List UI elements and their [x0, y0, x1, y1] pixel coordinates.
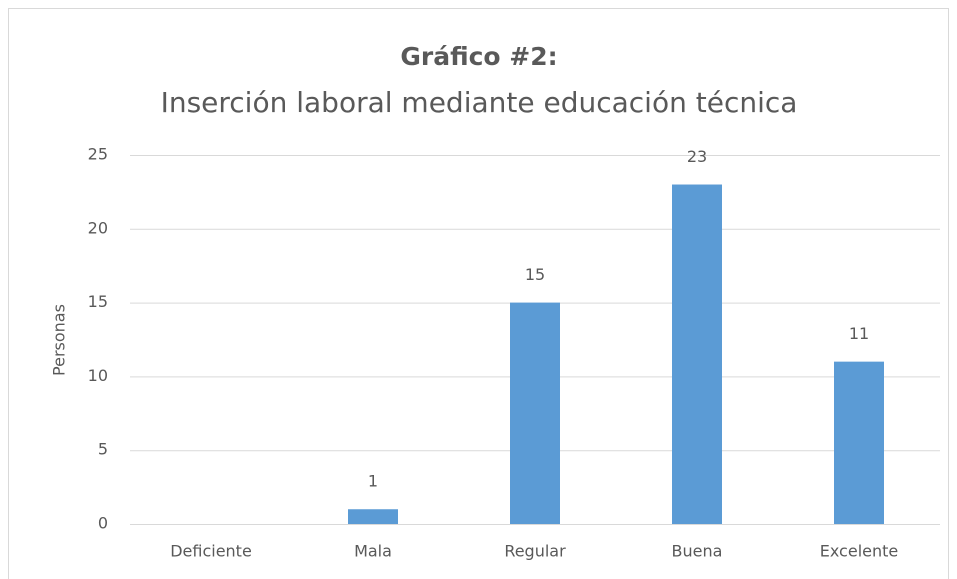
- bar: [672, 184, 722, 524]
- chart-border: [8, 8, 949, 579]
- x-tick-label: Regular: [504, 542, 566, 561]
- bar: [834, 361, 884, 524]
- x-tick-label: Deficiente: [170, 542, 252, 561]
- y-tick-label: 5: [98, 440, 108, 459]
- bar: [348, 509, 398, 524]
- y-tick-label: 15: [88, 292, 108, 311]
- data-label: 23: [687, 147, 707, 166]
- x-tick-label: Excelente: [820, 542, 898, 561]
- data-label: 15: [525, 265, 545, 284]
- y-axis-label: Personas: [50, 304, 69, 376]
- data-label: 11: [849, 324, 869, 343]
- x-tick-label: Buena: [672, 542, 723, 561]
- y-tick-label: 20: [88, 218, 108, 237]
- bar: [510, 302, 560, 524]
- chart-title: Gráfico #2:: [400, 42, 557, 71]
- data-label: 1: [368, 472, 378, 491]
- chart-subtitle: Inserción laboral mediante educación téc…: [161, 86, 798, 119]
- x-tick-label: Mala: [354, 542, 392, 561]
- y-tick-label: 10: [88, 366, 108, 385]
- y-tick-label: 25: [88, 145, 108, 164]
- y-tick-label: 0: [98, 514, 108, 533]
